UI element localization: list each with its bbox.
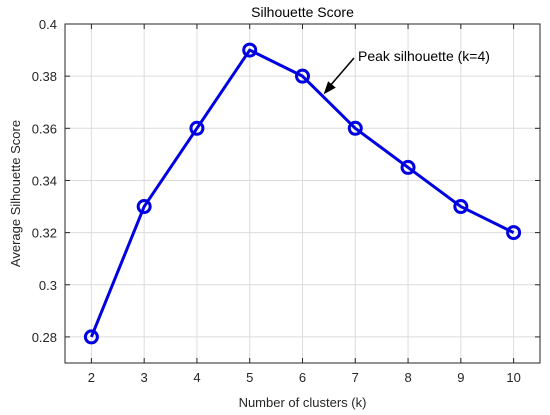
y-tick-label: 0.38	[32, 69, 57, 84]
axis-ticks: 2 3 4 5 6 7 8 9 10 0.28 0.3 0.32 0.34 0.36 0.38 0.4	[32, 17, 540, 385]
x-tick-label: 8	[404, 370, 411, 385]
x-tick-label: 7	[352, 370, 359, 385]
data-point-marker	[295, 68, 310, 84]
y-tick-label: 0.3	[39, 278, 57, 293]
annotation-arrow-shaft	[329, 57, 355, 87]
x-tick-label: 10	[506, 370, 520, 385]
y-tick-label: 0.34	[32, 173, 57, 188]
data-point-marker	[83, 329, 99, 345]
y-tick-label: 0.28	[32, 330, 57, 345]
series-line	[89, 48, 515, 338]
x-tick-label: 9	[457, 370, 464, 385]
data-point-marker	[400, 159, 416, 175]
y-tick-label: 0.32	[32, 226, 57, 241]
x-tick-label: 2	[88, 370, 95, 385]
x-tick-label: 5	[246, 370, 253, 385]
data-point-marker	[506, 225, 522, 241]
data-point-marker	[136, 199, 152, 215]
data-point-marker	[453, 199, 469, 215]
x-tick-label: 3	[141, 370, 148, 385]
chart-title: Silhouette Score	[251, 4, 354, 20]
data-series	[83, 42, 522, 345]
data-point-marker	[347, 120, 363, 136]
data-point-marker	[242, 42, 258, 58]
annotation: Peak silhouette (k=4)	[323, 48, 490, 95]
data-point-marker	[189, 120, 205, 136]
annotation-text: Peak silhouette (k=4)	[358, 48, 490, 64]
x-tick-label: 4	[193, 370, 200, 385]
x-axis-label: Number of clusters (k)	[239, 395, 367, 410]
x-tick-label: 6	[299, 370, 306, 385]
annotation-arrow-head	[323, 81, 336, 95]
y-tick-label: 0.36	[32, 121, 57, 136]
grid-lines	[65, 23, 540, 363]
y-axis-label: Average Silhouette Score	[8, 120, 23, 267]
y-tick-label: 0.4	[39, 17, 57, 32]
